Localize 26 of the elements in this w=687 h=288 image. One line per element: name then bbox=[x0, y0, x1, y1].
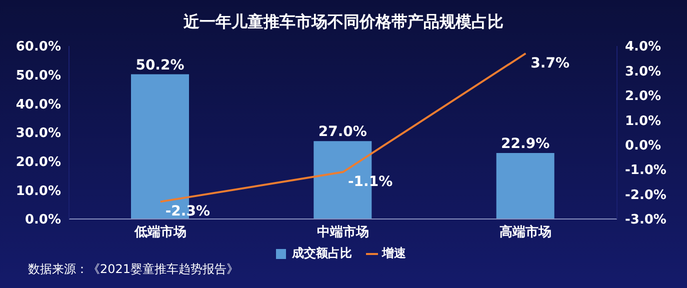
y2-tick-label: 1.0% bbox=[625, 114, 662, 129]
y2-tick-label: 2.0% bbox=[625, 89, 662, 104]
y-tick-label: 10.0% bbox=[16, 184, 61, 199]
data-label: 50.2% bbox=[136, 57, 184, 74]
y2-tick-label: -1.0% bbox=[625, 163, 666, 178]
legend-label: 增速 bbox=[382, 245, 406, 262]
data-label: 22.9% bbox=[501, 136, 550, 152]
legend-label: 成交额占比 bbox=[292, 245, 352, 262]
y2-tick-label: -3.0% bbox=[625, 212, 666, 228]
y-tick-label: 0.0% bbox=[24, 212, 61, 228]
data-label: 27.0% bbox=[318, 124, 367, 140]
source-note: 数据来源：《2021婴童推车趋势报告》 bbox=[28, 261, 239, 278]
x-tick-label: 低端市场 bbox=[133, 224, 186, 240]
x-tick-label: 中端市场 bbox=[317, 224, 369, 240]
y-tick-label: 20.0% bbox=[16, 154, 61, 170]
data-label: 3.7% bbox=[530, 55, 570, 72]
y-tick-label: 40.0% bbox=[16, 97, 61, 112]
y2-tick-label: 3.0% bbox=[625, 64, 662, 80]
y-tick-label: 50.0% bbox=[16, 68, 61, 84]
chart-title: 近一年儿童推车市场不同价格带产品规模占比 bbox=[182, 11, 504, 33]
y-tick-label: 30.0% bbox=[16, 126, 61, 142]
x-tick-label: 高端市场 bbox=[500, 224, 552, 240]
y2-tick-label: 0.0% bbox=[625, 138, 662, 154]
y2-tick-label: 4.0% bbox=[625, 40, 662, 55]
y-tick-label: 60.0% bbox=[16, 40, 61, 55]
y2-tick-label: -2.0% bbox=[625, 188, 666, 203]
